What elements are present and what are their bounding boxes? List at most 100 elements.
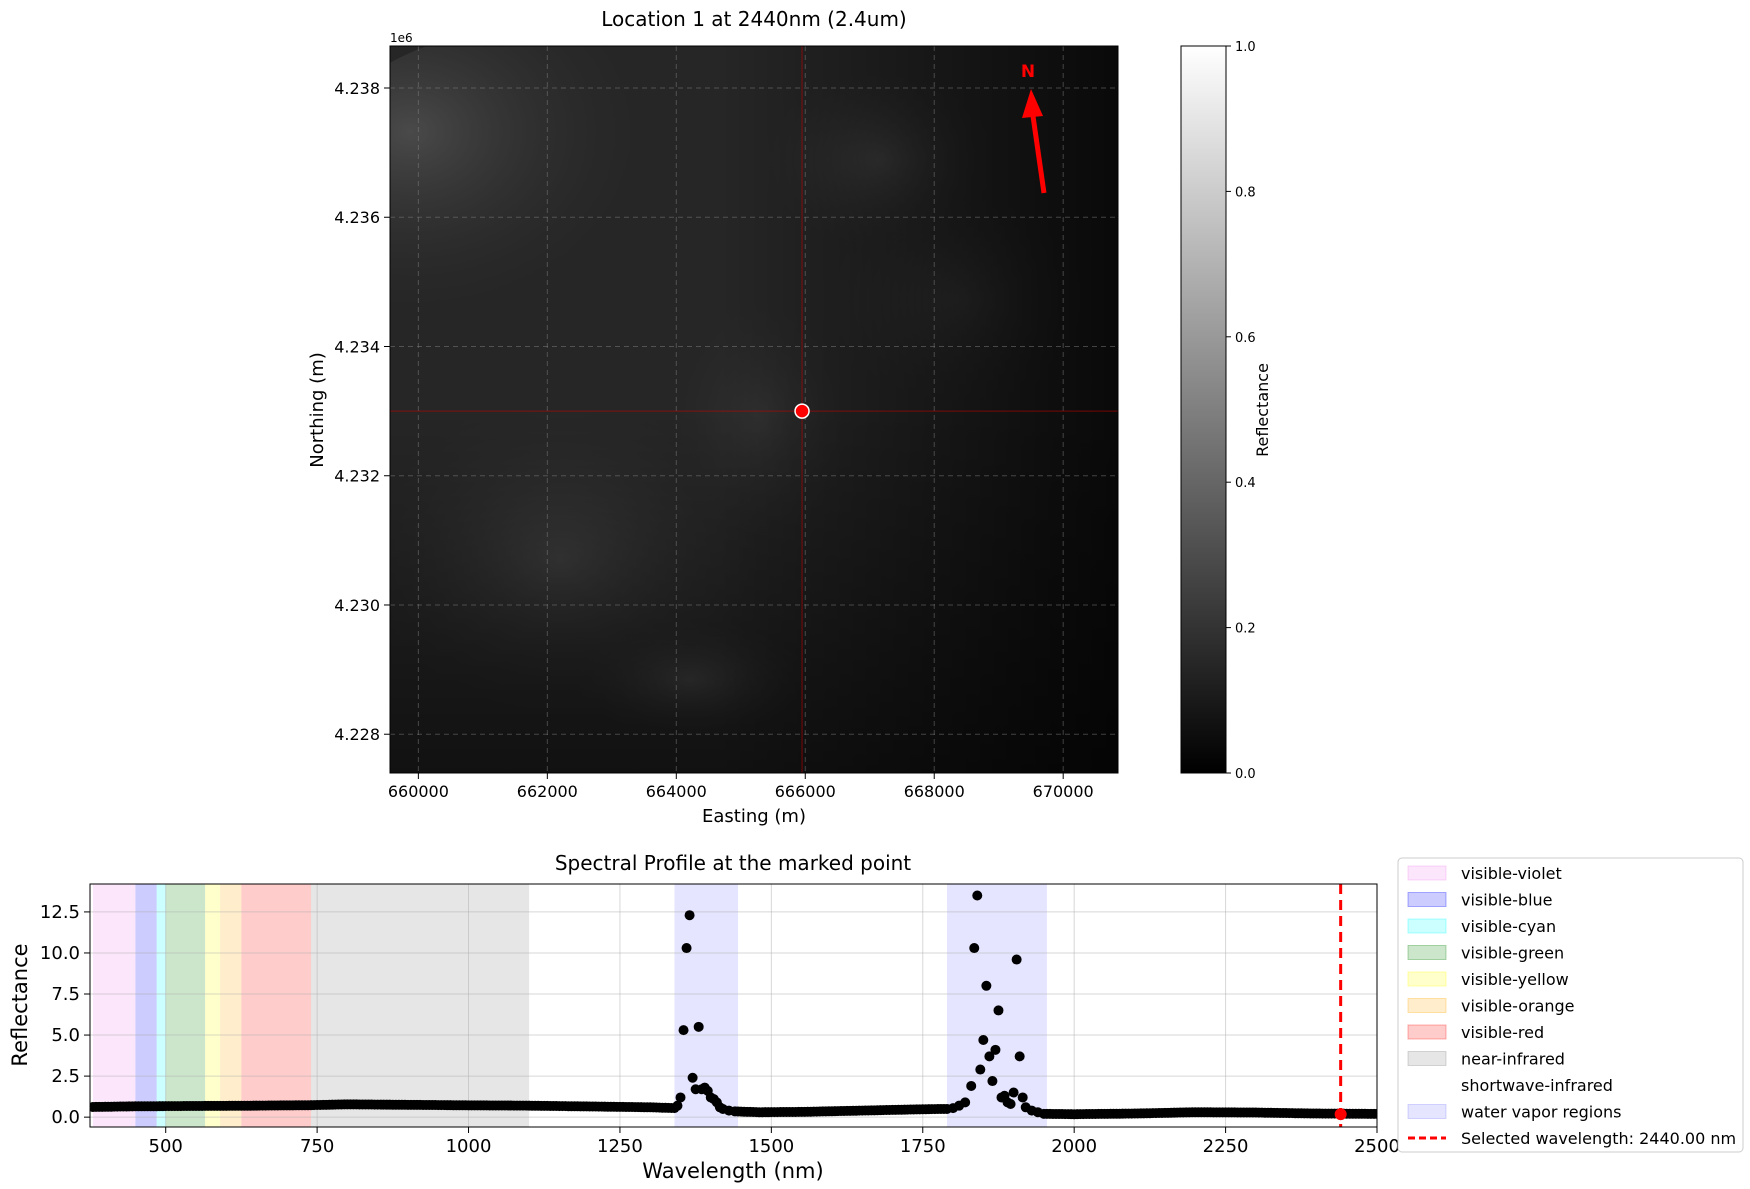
spectral-x-tick-label: 2250 [1203, 1136, 1249, 1157]
colorbar-tick-label: 0.0 [1235, 767, 1256, 782]
map-gridlines [390, 46, 1118, 773]
map-y-tick-label: 4.232 [334, 467, 380, 486]
colorbar-tick-label: 1.0 [1235, 40, 1256, 55]
spectral-point [975, 1064, 986, 1075]
legend-item: visible-violet [1407, 864, 1562, 883]
spectral-point [981, 980, 992, 991]
spectral-point [675, 1092, 686, 1103]
legend-swatch [1407, 865, 1447, 881]
spectral-point [972, 890, 983, 901]
map-y-tick-label: 4.238 [334, 79, 380, 98]
colorbar: 0.0 0.2 0.4 0.6 0.8 1.0 Reflectance [1180, 40, 1272, 782]
legend-swatch [1407, 1104, 1447, 1119]
legend-label: near-infrared [1461, 1050, 1565, 1069]
legend-swatch [1407, 998, 1447, 1013]
map-x-tick-label: 660000 [388, 782, 449, 801]
legend-label: visible-violet [1461, 864, 1562, 883]
colorbar-ticks: 0.0 0.2 0.4 0.6 0.8 1.0 [1226, 40, 1256, 782]
spectral-x-tick-label: 1250 [597, 1136, 643, 1157]
spectral-x-tick-label: 1750 [900, 1136, 946, 1157]
spectral-point [990, 1044, 1001, 1055]
legend-label: visible-red [1461, 1023, 1544, 1042]
reflectance-map-panel: 660000 662000 664000 666000 668000 670000 4.2… [307, 7, 1272, 827]
spectral-point [969, 943, 980, 954]
spectral-x-tick-label: 500 [149, 1136, 183, 1157]
legend-swatch [1408, 1078, 1446, 1092]
region-visible-violet [93, 884, 136, 1127]
map-y-tick-label: 4.230 [334, 596, 380, 615]
legend-item: visible-cyan [1407, 917, 1556, 936]
spectral-point [693, 1021, 704, 1032]
spectral-point [723, 1105, 734, 1116]
spectral-y-tick-label: 12.5 [40, 902, 80, 923]
legend-label: visible-orange [1461, 997, 1575, 1016]
spectral-point [987, 1076, 998, 1087]
region-visible-yellow [205, 884, 221, 1127]
spectral-x-ticks: 500 750 1000 1250 1500 1750 2000 2250 2500 [149, 1127, 1400, 1157]
map-y-tick-label: 4.228 [334, 725, 380, 744]
marked-point-crosshair [390, 46, 1118, 773]
spectral-point [1014, 1051, 1025, 1062]
map-y-ticks: 4.228 4.230 4.232 4.234 4.236 4.238 [334, 79, 390, 744]
map-x-tick-label: 666000 [775, 782, 836, 801]
spectral-x-axis-label: Wavelength (nm) [642, 1159, 823, 1183]
map-x-tick-label: 670000 [1033, 782, 1094, 801]
spectral-point [672, 1100, 683, 1111]
spectral-y-axis-label: Reflectance [8, 943, 32, 1066]
region-visible-red [241, 884, 312, 1127]
spectral-point [960, 1097, 971, 1108]
legend-swatch [1407, 1024, 1447, 1040]
spectral-x-tick-label: 2000 [1051, 1136, 1097, 1157]
map-y-axis-label: Northing (m) [307, 352, 328, 467]
legend-item: visible-red [1407, 1023, 1544, 1042]
legend-item: near-infrared [1407, 1050, 1565, 1069]
legend-label: visible-yellow [1461, 970, 1569, 989]
spectral-y-ticks: 0.0 2.5 5.0 7.5 10.0 12.5 [40, 902, 90, 1128]
marked-point [794, 403, 810, 419]
spectral-point [1011, 954, 1022, 965]
spectral-x-tick-label: 2500 [1354, 1136, 1400, 1157]
legend-item: visible-yellow [1407, 970, 1569, 989]
region-visible-blue [135, 884, 157, 1127]
map-title: Location 1 at 2440nm (2.4um) [601, 7, 906, 31]
spectral-regions [93, 884, 1047, 1127]
map-axes-frame [389, 45, 1119, 774]
spectral-point [681, 943, 692, 954]
spectral-y-tick-label: 7.5 [51, 984, 80, 1005]
spectral-profile-panel: Spectral Profile at the marked point 500… [8, 851, 1744, 1183]
colorbar-tick-label: 0.8 [1235, 185, 1256, 200]
map-x-ticks: 660000 662000 664000 666000 668000 670000 [388, 773, 1094, 801]
spectral-x-tick-label: 1500 [748, 1136, 794, 1157]
spectral-point [993, 1005, 1004, 1016]
map-x-tick-label: 664000 [646, 782, 707, 801]
spectral-point [678, 1025, 689, 1036]
legend-swatch [1407, 971, 1447, 987]
spectral-gridlines [90, 884, 1377, 1127]
north-arrow-label: N [1021, 62, 1035, 82]
spectral-axes-frame [89, 883, 1378, 1128]
legend-item: Selected wavelength: 2440.00 nm [1408, 1129, 1736, 1148]
legend-swatch [1407, 918, 1447, 934]
selected-wavelength-marker [1334, 884, 1347, 1127]
spectral-point [687, 1072, 698, 1083]
spectral-y-tick-label: 5.0 [51, 1025, 80, 1046]
legend-swatch [1407, 1051, 1447, 1066]
legend-label: visible-cyan [1461, 917, 1556, 936]
legend-item: visible-orange [1407, 997, 1575, 1016]
region-near-infrared [311, 884, 530, 1127]
map-y-tick-label: 4.236 [334, 208, 380, 227]
legend-label: water vapor regions [1461, 1103, 1622, 1122]
spectral-y-tick-label: 10.0 [40, 943, 80, 964]
colorbar-gradient [1180, 45, 1227, 774]
map-x-axis-label: Easting (m) [702, 806, 806, 827]
spectral-x-tick-label: 750 [300, 1136, 334, 1157]
north-arrow: N [1021, 62, 1047, 194]
legend-label: Selected wavelength: 2440.00 nm [1461, 1129, 1736, 1148]
selected-wavelength-point [1334, 1108, 1347, 1121]
legend-item: visible-blue [1407, 891, 1553, 910]
reflectance-image [390, 46, 1118, 773]
spectral-point [684, 910, 695, 921]
region-water-vapor-regions [946, 884, 1047, 1127]
colorbar-tick-label: 0.4 [1235, 476, 1256, 491]
